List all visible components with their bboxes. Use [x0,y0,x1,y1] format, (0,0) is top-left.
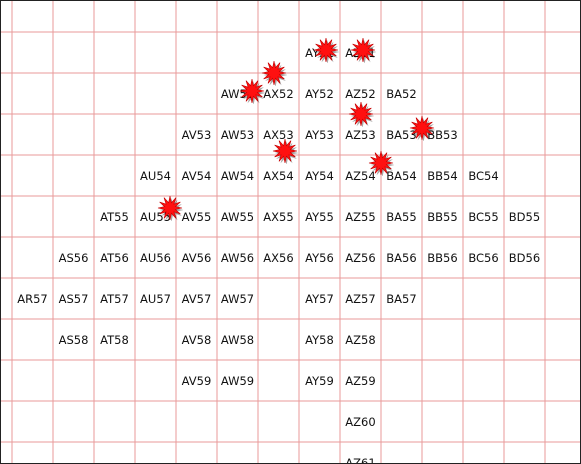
grid-cell-label: BC54 [468,169,499,183]
grid-cell-label: AZ55 [345,210,376,224]
grid-cell-label: AU54 [140,169,171,183]
starburst-marker-icon[interactable] [261,60,288,86]
grid-cell-label: BD55 [508,210,541,224]
grid-cell-label: AY59 [305,374,334,388]
grid-cell-label: AW58 [220,333,255,347]
grid-cell-label: AX55 [263,210,294,224]
grid-cell-label: AY56 [305,251,334,265]
grid-cell-label: AW56 [220,251,255,265]
grid-cell-label: BB54 [427,169,458,183]
grid-cell-label: BB55 [427,210,458,224]
grid-cell-label: AT56 [100,251,129,265]
grid-cell-label: BB56 [427,251,458,265]
grid-cell-label: AX53 [263,128,294,142]
grid-cell-label: AX52 [263,87,294,101]
grid-cell-label: AV59 [181,374,212,388]
grid-cell-label: AT57 [100,292,129,306]
grid-cell-label: BC55 [468,210,499,224]
grid-cell-label: AZ57 [345,292,376,306]
grid-cell-label: BA52 [386,87,417,101]
grid-cell-label: AV57 [181,292,212,306]
grid-cell-label: AV53 [181,128,212,142]
grid-cell-label: AW59 [220,374,255,388]
grid-cell-label: BA57 [386,292,417,306]
grid-cell-label: BD56 [508,251,541,265]
grid-cell-label: AW54 [220,169,255,183]
grid-cell-label: AZ52 [345,87,376,101]
starburst-marker-icon[interactable] [313,37,339,64]
grid-cell-label: AZ58 [345,333,376,347]
grid-cell-label: AY53 [305,128,334,142]
grid-cell-label: AY54 [305,169,334,183]
starburst-marker-icon[interactable] [409,115,435,142]
grid-cell-label: AV54 [181,169,212,183]
starburst-marker-icon[interactable] [368,150,394,177]
grid-cell-label: BA54 [386,169,417,183]
grid-cell-label: AZ60 [345,415,376,429]
starburst-marker-icon[interactable] [239,78,265,105]
grid-cell-label: AY52 [305,87,334,101]
grid-cell-label: AR57 [17,292,48,306]
starburst-marker-icon[interactable] [272,138,298,164]
starburst-marker-icon[interactable] [350,37,376,64]
grid-cell-label: AV58 [181,333,212,347]
grid-cell-label: AU56 [140,251,171,265]
grid-cell-label: AY58 [305,333,334,347]
starburst-marker-icon[interactable] [348,101,374,127]
grid-cell-label: AT58 [100,333,129,347]
grid-cell-label: AZ59 [345,374,376,388]
grid-cell-label: AX56 [263,251,294,265]
grid-cell-label: AZ56 [345,251,376,265]
starburst-marker-icon[interactable] [157,195,183,222]
grid-cell-label: BA55 [386,210,417,224]
grid-cell-label: AZ54 [345,169,376,183]
grid-cell-label: BC56 [468,251,499,265]
grid-cell-label: AZ53 [345,128,376,142]
grid-cell-label: AY55 [305,210,334,224]
grid-cell-label: AW55 [220,210,255,224]
grid-cell-label: AS57 [58,292,89,306]
grid-cell-label: AV55 [181,210,212,224]
grid-cell-label: AY57 [305,292,334,306]
grid-cell-label: BA56 [386,251,417,265]
grid-cell-label: AT55 [100,210,129,224]
grid-cell-label: BB53 [427,128,458,142]
grid-cell-label: AS56 [58,251,89,265]
grid-cell-label: AU55 [140,210,171,224]
grid-cell-label: AS58 [58,333,89,347]
grid-cell-label: AZ61 [345,456,376,464]
grid-cell-label: AV56 [181,251,212,265]
grid-cell-label: AX54 [263,169,294,183]
grid-cell-label: AW53 [220,128,255,142]
grid-cell-label: BA53 [386,128,417,142]
grid-cell-label: AU57 [140,292,171,306]
grid-cell-label: AW57 [220,292,255,306]
